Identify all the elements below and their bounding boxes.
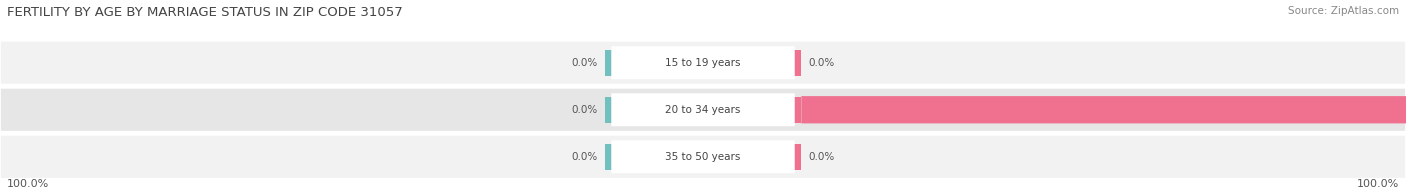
FancyBboxPatch shape xyxy=(612,46,794,79)
FancyBboxPatch shape xyxy=(612,93,794,126)
Text: FERTILITY BY AGE BY MARRIAGE STATUS IN ZIP CODE 31057: FERTILITY BY AGE BY MARRIAGE STATUS IN Z… xyxy=(7,6,402,19)
Text: 20 to 34 years: 20 to 34 years xyxy=(665,105,741,115)
Bar xyxy=(703,97,801,123)
FancyBboxPatch shape xyxy=(0,88,1406,132)
Text: 0.0%: 0.0% xyxy=(808,152,835,162)
Bar xyxy=(605,144,703,170)
Text: 0.0%: 0.0% xyxy=(571,58,598,68)
Text: 15 to 19 years: 15 to 19 years xyxy=(665,58,741,68)
Text: 0.0%: 0.0% xyxy=(571,152,598,162)
Bar xyxy=(605,50,703,76)
FancyBboxPatch shape xyxy=(0,41,1406,85)
Text: 100.0%: 100.0% xyxy=(7,179,49,189)
Bar xyxy=(703,144,801,170)
Text: 0.0%: 0.0% xyxy=(571,105,598,115)
Text: Source: ZipAtlas.com: Source: ZipAtlas.com xyxy=(1288,6,1399,16)
FancyBboxPatch shape xyxy=(612,140,794,173)
Bar xyxy=(703,50,801,76)
Text: 35 to 50 years: 35 to 50 years xyxy=(665,152,741,162)
Text: 100.0%: 100.0% xyxy=(1357,179,1399,189)
FancyBboxPatch shape xyxy=(0,135,1406,179)
FancyBboxPatch shape xyxy=(801,96,1406,123)
Bar xyxy=(605,97,703,123)
Text: 0.0%: 0.0% xyxy=(808,58,835,68)
